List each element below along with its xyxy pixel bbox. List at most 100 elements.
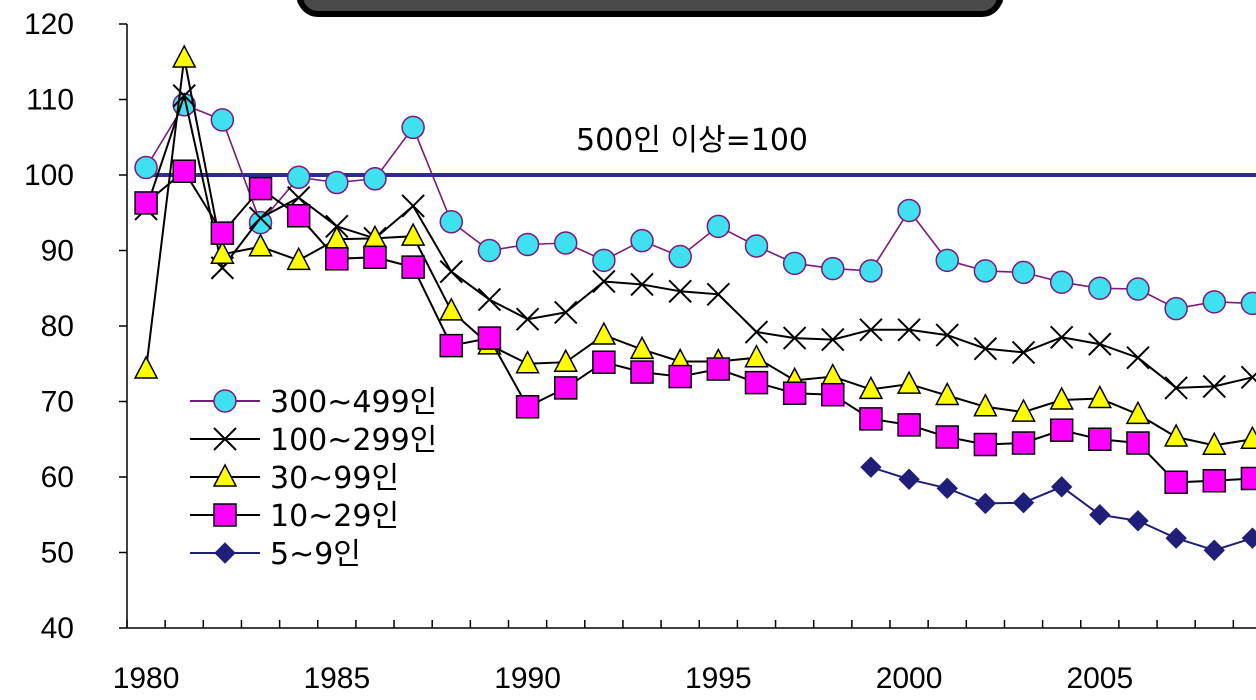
data-point	[820, 362, 846, 387]
data-point	[1049, 325, 1074, 350]
data-point	[1203, 539, 1225, 561]
y-tick-label: 100	[24, 159, 74, 192]
data-point	[1049, 386, 1074, 410]
y-tick-label: 120	[24, 8, 74, 41]
legend-item: 30~99인	[190, 461, 399, 496]
series-1	[134, 84, 1256, 400]
data-point	[401, 115, 425, 140]
data-point	[553, 376, 578, 400]
data-point	[1164, 376, 1188, 400]
data-point	[1240, 466, 1256, 491]
data-point	[210, 240, 235, 265]
data-point	[1049, 418, 1074, 442]
data-point	[515, 307, 540, 331]
series-3	[134, 159, 1256, 495]
data-point	[1127, 510, 1149, 532]
data-point	[896, 370, 922, 394]
data-point	[553, 231, 578, 255]
reference-line-group: 500인 이상=100	[146, 123, 1256, 177]
legend-item: 100~299인	[190, 423, 437, 458]
data-point	[821, 327, 845, 352]
x-tick-label: 2000	[876, 662, 943, 695]
data-point	[935, 425, 959, 449]
data-point	[973, 336, 998, 361]
legend-label: 300~499인	[270, 385, 437, 420]
data-point	[172, 84, 196, 108]
data-point	[782, 381, 807, 405]
data-point	[1202, 469, 1227, 493]
data-point	[1165, 527, 1187, 549]
y-tick-label: 110	[26, 84, 74, 117]
data-point	[744, 234, 769, 258]
data-point	[706, 282, 731, 306]
data-point	[172, 159, 196, 183]
data-point	[1011, 260, 1036, 285]
data-point	[248, 176, 273, 201]
data-point	[439, 259, 463, 284]
data-point	[477, 287, 502, 312]
data-point	[973, 432, 998, 457]
data-point	[363, 167, 387, 191]
y-tick-label: 50	[41, 537, 74, 570]
data-point	[400, 222, 426, 246]
data-point	[1202, 374, 1226, 399]
data-point	[401, 255, 425, 279]
data-point	[630, 360, 654, 384]
data-point	[782, 251, 807, 276]
data-point	[1011, 431, 1036, 455]
legend-item: 10~29인	[190, 499, 399, 534]
data-point	[630, 228, 654, 253]
data-point	[706, 357, 731, 381]
data-point	[897, 198, 921, 223]
data-point	[934, 381, 960, 406]
legend-marker	[213, 427, 237, 451]
data-point	[286, 165, 311, 190]
data-point	[744, 370, 769, 395]
data-point	[439, 210, 464, 234]
data-point	[554, 300, 578, 325]
x-tick-label: 1985	[303, 662, 370, 695]
data-point	[821, 256, 845, 281]
legend-marker	[213, 503, 237, 527]
data-point	[897, 318, 921, 342]
data-point	[898, 468, 920, 490]
data-point	[744, 344, 769, 368]
data-point	[706, 214, 731, 239]
data-point	[477, 326, 502, 350]
data-point	[860, 456, 882, 478]
x-tick-label: 2005	[1066, 662, 1133, 695]
data-point	[744, 320, 769, 344]
data-point	[439, 297, 464, 321]
y-tick-label: 90	[41, 235, 74, 268]
data-point	[553, 348, 578, 372]
data-point	[859, 318, 883, 342]
data-point	[515, 232, 540, 257]
x-tick-label: 1990	[494, 662, 561, 695]
data-point	[1240, 365, 1256, 390]
data-point	[935, 248, 959, 273]
y-tick-label: 80	[41, 310, 74, 343]
data-point	[325, 170, 349, 195]
data-point	[515, 395, 540, 419]
data-point	[1240, 425, 1256, 449]
data-point	[1011, 340, 1036, 365]
data-point	[1241, 527, 1256, 549]
legend-label: 5~9인	[270, 537, 361, 572]
data-point	[1125, 400, 1151, 425]
data-point	[1049, 270, 1074, 294]
data-point	[1202, 290, 1227, 314]
data-point	[248, 233, 273, 257]
data-point	[629, 335, 655, 360]
data-point	[477, 238, 502, 263]
data-point	[668, 364, 692, 389]
y-tick-label: 70	[41, 386, 74, 419]
data-point	[1163, 423, 1189, 447]
legend-marker	[213, 389, 237, 413]
data-point	[1087, 384, 1113, 409]
title-banner-body	[297, 0, 1003, 17]
series-line	[145, 91, 1253, 389]
data-point	[592, 248, 616, 273]
data-point	[286, 204, 311, 228]
series-4	[860, 456, 1256, 561]
data-point	[591, 321, 617, 345]
